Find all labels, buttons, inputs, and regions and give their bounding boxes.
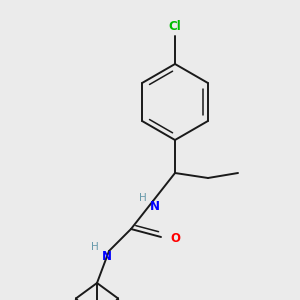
Text: H: H	[139, 193, 147, 203]
Text: Cl: Cl	[169, 20, 182, 32]
Text: O: O	[170, 232, 180, 245]
Text: H: H	[91, 242, 99, 252]
Text: N: N	[102, 250, 112, 263]
Text: N: N	[150, 200, 160, 212]
